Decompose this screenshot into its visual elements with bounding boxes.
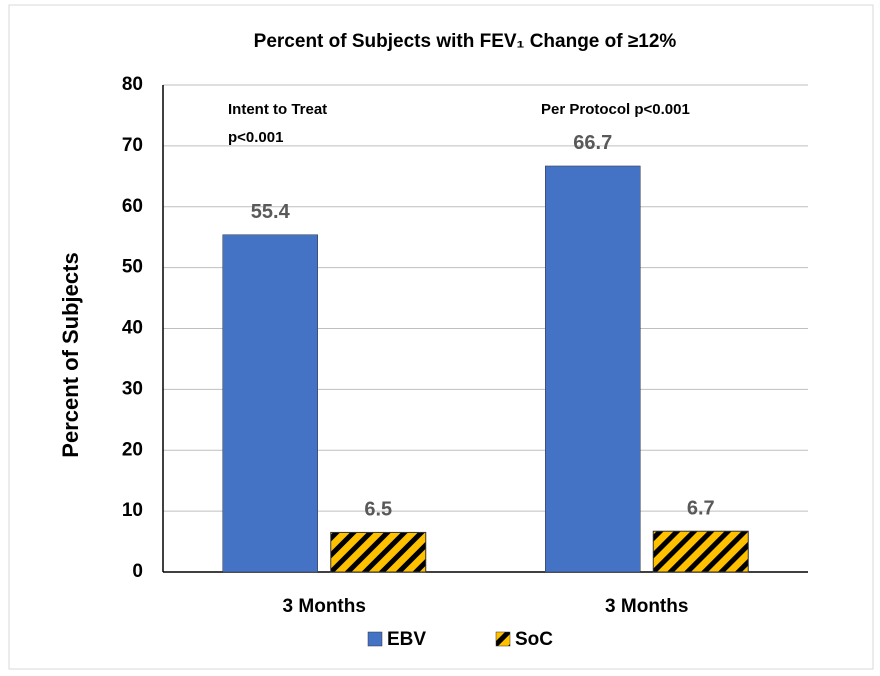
bar <box>545 165 641 573</box>
y-tick-label: 30 <box>122 378 143 399</box>
value-label: 66.7 <box>573 132 612 154</box>
y-tick-label: 80 <box>122 74 143 95</box>
annotation: p<0.001 <box>228 129 283 146</box>
y-axis-label: Percent of Subjects <box>58 252 83 457</box>
y-tick-label: 10 <box>122 500 143 521</box>
value-label: 6.7 <box>687 497 715 519</box>
legend-label: EBV <box>387 629 426 650</box>
frame <box>8 4 874 670</box>
x-tick-label: 3 Months <box>283 596 366 617</box>
annotation: Intent to Treat <box>228 101 327 118</box>
y-tick-label: 60 <box>122 196 143 217</box>
y-tick-label: 40 <box>122 318 143 339</box>
y-tick-label: 0 <box>132 561 143 582</box>
legend-label: SoC <box>515 629 553 650</box>
legend-swatch <box>495 631 511 647</box>
bar <box>222 234 318 573</box>
y-tick-label: 70 <box>122 135 143 156</box>
legend-swatch <box>367 631 383 647</box>
value-label: 55.4 <box>251 201 291 223</box>
y-tick-label: 20 <box>122 439 143 460</box>
x-tick-label: 3 Months <box>605 596 688 617</box>
y-tick-label: 50 <box>122 257 143 278</box>
bar <box>652 530 749 573</box>
annotation: Per Protocol p<0.001 <box>541 101 690 118</box>
chart-title: Percent of Subjects with FEV₁ Change of … <box>254 31 677 52</box>
bar <box>330 531 427 573</box>
value-label: 6.5 <box>364 499 392 521</box>
